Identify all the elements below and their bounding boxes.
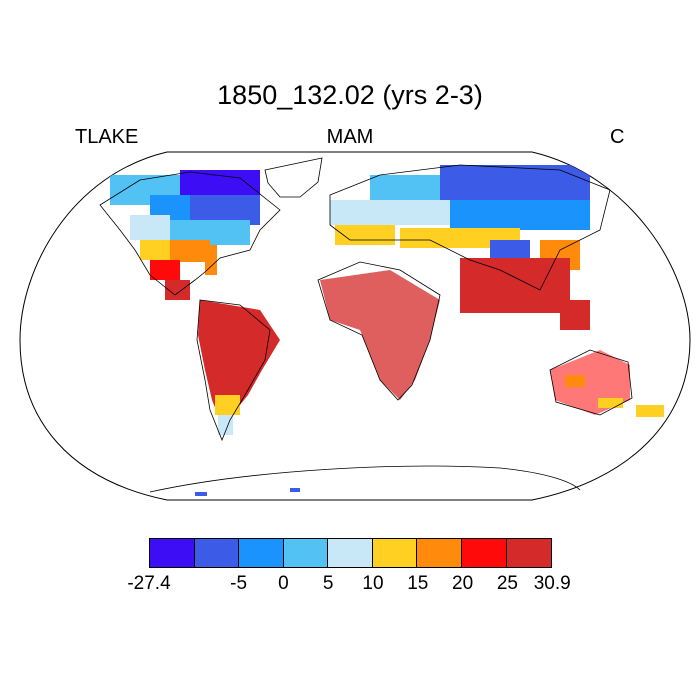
colorbar-tick-label: -5 (230, 573, 248, 594)
australia-field (550, 350, 664, 417)
units-label: C (610, 126, 625, 148)
colorbar-bin-7 (462, 539, 507, 567)
colorbar-bin-8 (506, 539, 552, 567)
antarctica-field (195, 488, 300, 496)
colorbar-tick-label: 0 (278, 573, 289, 594)
colorbar-bin-2 (239, 539, 284, 567)
greenland-field (268, 158, 320, 196)
colorbar-tick-label: 15 (407, 573, 429, 594)
colorbar-bin-0 (150, 539, 195, 567)
colorbar (149, 538, 553, 568)
colorbar-tick-label: 30.9 (533, 573, 571, 594)
colorbar-bin-3 (283, 539, 329, 567)
season-label: MAM (326, 126, 374, 148)
variable-label: TLAKE (75, 126, 139, 148)
north-america-field (110, 170, 260, 300)
colorbar-tick-label: 10 (362, 573, 384, 594)
map-title: 1850_132.02 (yrs 2-3) (217, 80, 483, 110)
colorbar-bin-5 (372, 539, 418, 567)
colorbar-bin-6 (417, 539, 463, 567)
colorbar-tick-label: 25 (496, 573, 518, 594)
south-america-field (198, 300, 280, 435)
colorbar-tick-label: 20 (452, 573, 474, 594)
africa-field (320, 270, 440, 400)
colorbar-bin-4 (328, 539, 373, 567)
colorbar-tick-label: 5 (322, 573, 334, 594)
coastlines (99, 157, 633, 493)
data-field (110, 158, 664, 496)
eurasia-field (330, 165, 590, 330)
colorbar-tick-label: -27.4 (127, 573, 171, 594)
colorbar-bin-1 (194, 539, 240, 567)
